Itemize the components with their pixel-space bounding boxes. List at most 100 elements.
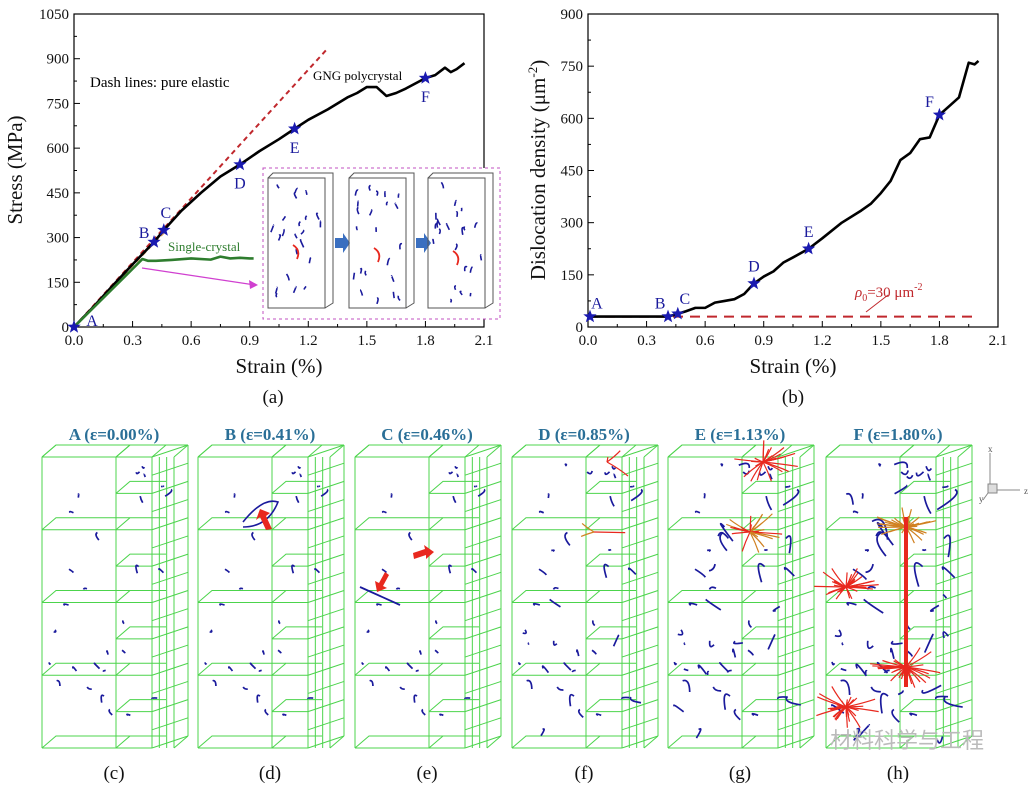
wireframe-edge [667,590,756,603]
dislocation-line [630,488,643,502]
wireframe-edge [329,444,345,458]
dislocation-line [785,535,792,554]
tangled-dislocation [845,580,875,588]
grain-grid-line [464,535,502,549]
tangled-dislocation [749,524,752,533]
dislocation-line [53,629,57,633]
tangled-dislocation [743,461,764,478]
wireframe-edge [428,553,479,567]
dislocation-line [464,697,471,700]
grain-grid-line [307,680,345,694]
wireframe-edge [115,553,166,567]
grain-grid-line [464,499,502,513]
wireframe-edge [643,444,659,458]
triad-origin [987,483,998,494]
grain-grid-line [151,553,189,567]
dislocation-line [909,712,918,717]
dislocation-line [683,642,686,646]
dislocation-segment [356,206,360,215]
wireframe-edge [41,590,130,603]
grain-grid-line [307,590,345,603]
dislocation-line [831,661,836,666]
tangled-dislocation [749,531,773,540]
dislocation-line [277,649,282,654]
dislocation-line [943,696,963,708]
dislocation-line [708,563,716,572]
dislocation-line [143,473,147,478]
grain-grid-line [777,499,815,513]
dislocation-segment [375,190,379,196]
star-marker-b [147,235,161,248]
arrowhead [249,280,258,289]
x-tick-label: 1.8 [930,333,949,349]
grain-grid-line [935,662,973,676]
plot-frame [587,13,999,328]
wireframe-edge [197,590,286,603]
tangled-dislocation [839,586,847,594]
dislocation-line [452,495,457,504]
tangled-dislocation [581,523,595,533]
dislocation-line [522,629,527,635]
dislocation-line [703,493,706,499]
dislocation-line [591,649,597,655]
grain-grid-line [307,662,345,676]
y-tick-label: 600 [47,141,70,157]
wireframe-edge [428,517,479,531]
snapshot-panel-e: C (ε=0.46%) (e) [354,425,502,784]
grain-grid-line [151,699,189,713]
dislocation-line [604,471,611,476]
dislocation-segment [436,220,439,228]
wireframe-edge [41,444,130,458]
triad-x-label: x [988,444,993,454]
wireframe-edge [115,480,166,494]
wireframe-edge [354,590,443,603]
dislocation-line [683,668,689,672]
dislocation-line [366,629,370,633]
grain-grid-line [464,699,502,713]
dislocation-line [871,518,889,540]
grain-grid-line [151,462,189,476]
dislocation-line [135,564,140,574]
dislocation-line [611,465,617,470]
dislocation-segment [352,272,356,280]
snapshot-label: (g) [729,763,751,784]
dislocation-line [870,686,881,693]
dislocation-line [738,462,751,469]
dislocation-segment [308,257,312,264]
grain-grid-line [151,590,189,603]
dislocation-segment [392,291,395,299]
reference-arrow [865,294,889,313]
snapshot-label: (h) [887,763,909,784]
wireframe-edge [511,444,600,458]
dislocation-line [538,568,548,576]
dislocation-line [751,712,759,717]
wireframe-edge [271,517,322,531]
wireframe-edge [486,735,502,749]
inset-frame [262,167,501,320]
grain-grid-line [621,590,659,603]
dislocation-line [923,633,934,653]
dislocation-line [706,549,711,553]
dislocation-line [915,471,925,477]
snapshot-title: F (ε=1.80%) [853,425,942,444]
dislocation-line [733,640,744,645]
dislocation-line [841,642,844,646]
x-tick-label: 0.9 [754,333,773,349]
wireframe-edge [464,444,480,458]
dislocation-line [863,598,884,614]
dislocation-line [900,470,909,476]
snapshot-panel-g: E (ε=1.13%) (g) [667,425,815,784]
dislocation-line [785,696,801,706]
star-marker-d [747,276,761,290]
tangled-dislocation [749,531,760,553]
wireframe-edge [585,699,636,713]
dislocation-line [929,604,940,612]
grain-grid-line [307,626,345,640]
dislocation-line [785,485,791,488]
wireframe-edge [511,517,600,531]
wireframe-edge [899,699,950,713]
dislocation-segment [386,257,391,266]
dislocation-line [894,484,908,495]
y-tick-label: 0 [576,320,584,336]
wireframe-edge [799,735,815,749]
